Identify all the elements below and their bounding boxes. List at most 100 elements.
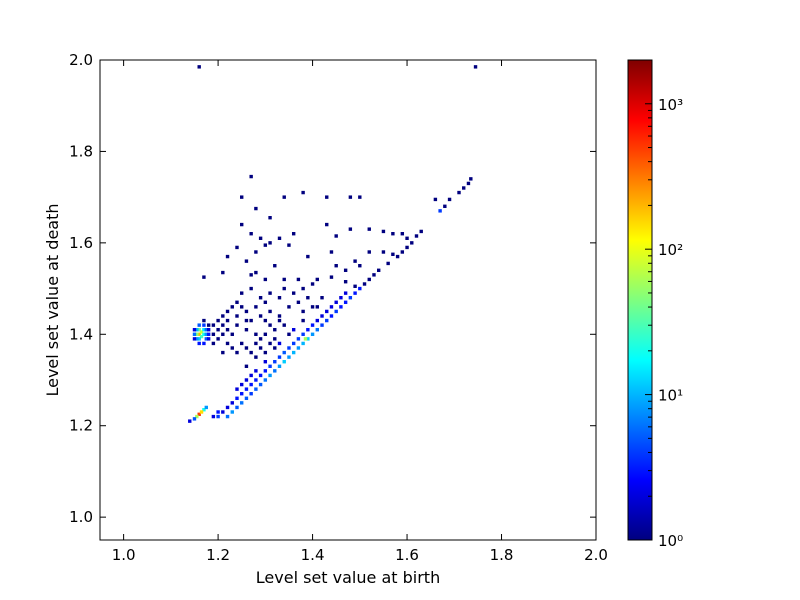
heatmap-cell [315, 318, 319, 323]
heatmap-cell [240, 291, 244, 295]
colorbar-ticks: 10⁰ 10¹ 10² 10³ [645, 59, 683, 550]
plot-background [100, 60, 596, 540]
heatmap-cell [244, 396, 249, 400]
heatmap-cell [221, 350, 225, 355]
heatmap-cell [263, 332, 268, 336]
heatmap-cell [367, 277, 371, 282]
heatmap-cell [268, 216, 272, 220]
heatmap-cell [204, 337, 208, 341]
heatmap-cell [348, 227, 353, 231]
heatmap-cell [206, 323, 211, 327]
heatmap-cell [249, 286, 253, 291]
heatmap-cell [268, 291, 272, 295]
heatmap-cell [433, 197, 438, 202]
heatmap-cell [225, 254, 230, 259]
heatmap-cell [216, 328, 220, 332]
heatmap-cell [204, 405, 208, 410]
heatmap-cell [310, 282, 315, 286]
heatmap-cell [301, 318, 305, 323]
heatmap-cell [268, 373, 272, 378]
heatmap-cell [334, 264, 338, 268]
heatmap-cell [240, 222, 244, 227]
heatmap-cell [249, 318, 253, 323]
heatmap-cell [325, 309, 329, 314]
heatmap-cell [419, 229, 423, 234]
heatmap-cell [320, 296, 324, 300]
colorbar-tick-label: 10² [658, 241, 683, 259]
heatmap-cells [188, 65, 478, 423]
heatmap-cell [197, 412, 201, 416]
heatmap-cell [263, 369, 268, 373]
heatmap-cell [277, 341, 282, 346]
heatmap-cell [202, 328, 206, 332]
y-axis-label: Level set value at death [43, 203, 62, 396]
x-tick-label: 2.0 [584, 546, 608, 564]
x-tick-label: 1.6 [395, 546, 419, 564]
heatmap-cell [334, 309, 338, 314]
heatmap-cell [282, 277, 286, 282]
heatmap-cell [325, 222, 329, 227]
heatmap-cell [254, 206, 258, 211]
heatmap-cell [282, 195, 286, 199]
heatmap-cell [240, 195, 244, 199]
heatmap-cell [348, 296, 353, 300]
heatmap-cell [204, 332, 208, 336]
heatmap-cell [443, 204, 447, 208]
x-tick-label: 1.2 [206, 546, 230, 564]
heatmap-cell [235, 323, 239, 327]
heatmap-cell [462, 186, 466, 190]
heatmap-cell [339, 305, 343, 309]
heatmap-cell [334, 300, 338, 304]
heatmap-cell [329, 275, 334, 279]
colorbar-tick-label: 10⁰ [658, 532, 683, 550]
heatmap-cell [235, 300, 239, 304]
heatmap-cell [287, 346, 291, 350]
heatmap-cell [310, 332, 315, 336]
heatmap-cell [301, 332, 305, 336]
heatmap-cell [391, 252, 395, 256]
heatmap-cell [235, 245, 239, 250]
heatmap-cell [381, 229, 386, 234]
heatmap-cell [282, 323, 286, 327]
heatmap-cell [244, 309, 249, 314]
heatmap-cell [244, 387, 249, 391]
heatmap-cell [301, 309, 305, 314]
heatmap-cell [367, 250, 371, 254]
heatmap-cell [240, 341, 244, 346]
heatmap-cell [457, 190, 461, 195]
heatmap-cell [254, 341, 258, 346]
heatmap-cell [315, 328, 319, 332]
heatmap-cell [466, 181, 471, 186]
heatmap-cell [235, 350, 239, 355]
heatmap-cell [367, 227, 371, 231]
heatmap-cell [291, 232, 296, 236]
heatmap-cell [263, 378, 268, 382]
heatmap-cell [258, 296, 263, 300]
heatmap-cell [254, 250, 258, 254]
heatmap-cell [263, 360, 268, 364]
heatmap-cell [329, 314, 334, 318]
heatmap-cell [273, 346, 277, 350]
heatmap-cell [287, 355, 291, 359]
heatmap-cell [287, 243, 291, 247]
heatmap-cell [315, 305, 319, 309]
heatmap-cell [391, 232, 395, 236]
heatmap-cell [192, 417, 197, 421]
heatmap-cell [381, 250, 386, 254]
heatmap-cell [195, 337, 199, 341]
heatmap-cell [282, 286, 286, 291]
y-tick-label: 1.2 [69, 417, 93, 435]
heatmap-cell [206, 337, 211, 341]
x-tick-label: 1.8 [490, 546, 514, 564]
heatmap-cell [263, 243, 268, 247]
heatmap-cell [358, 195, 362, 199]
heatmap-cell [469, 177, 473, 181]
heatmap-cell [268, 309, 272, 314]
heatmap-cell [249, 174, 253, 179]
y-tick-label: 2.0 [69, 51, 93, 69]
heatmap-cell [473, 65, 478, 69]
heatmap-cell [348, 195, 353, 199]
heatmap-cell [211, 332, 216, 336]
heatmap-cell [244, 378, 249, 382]
